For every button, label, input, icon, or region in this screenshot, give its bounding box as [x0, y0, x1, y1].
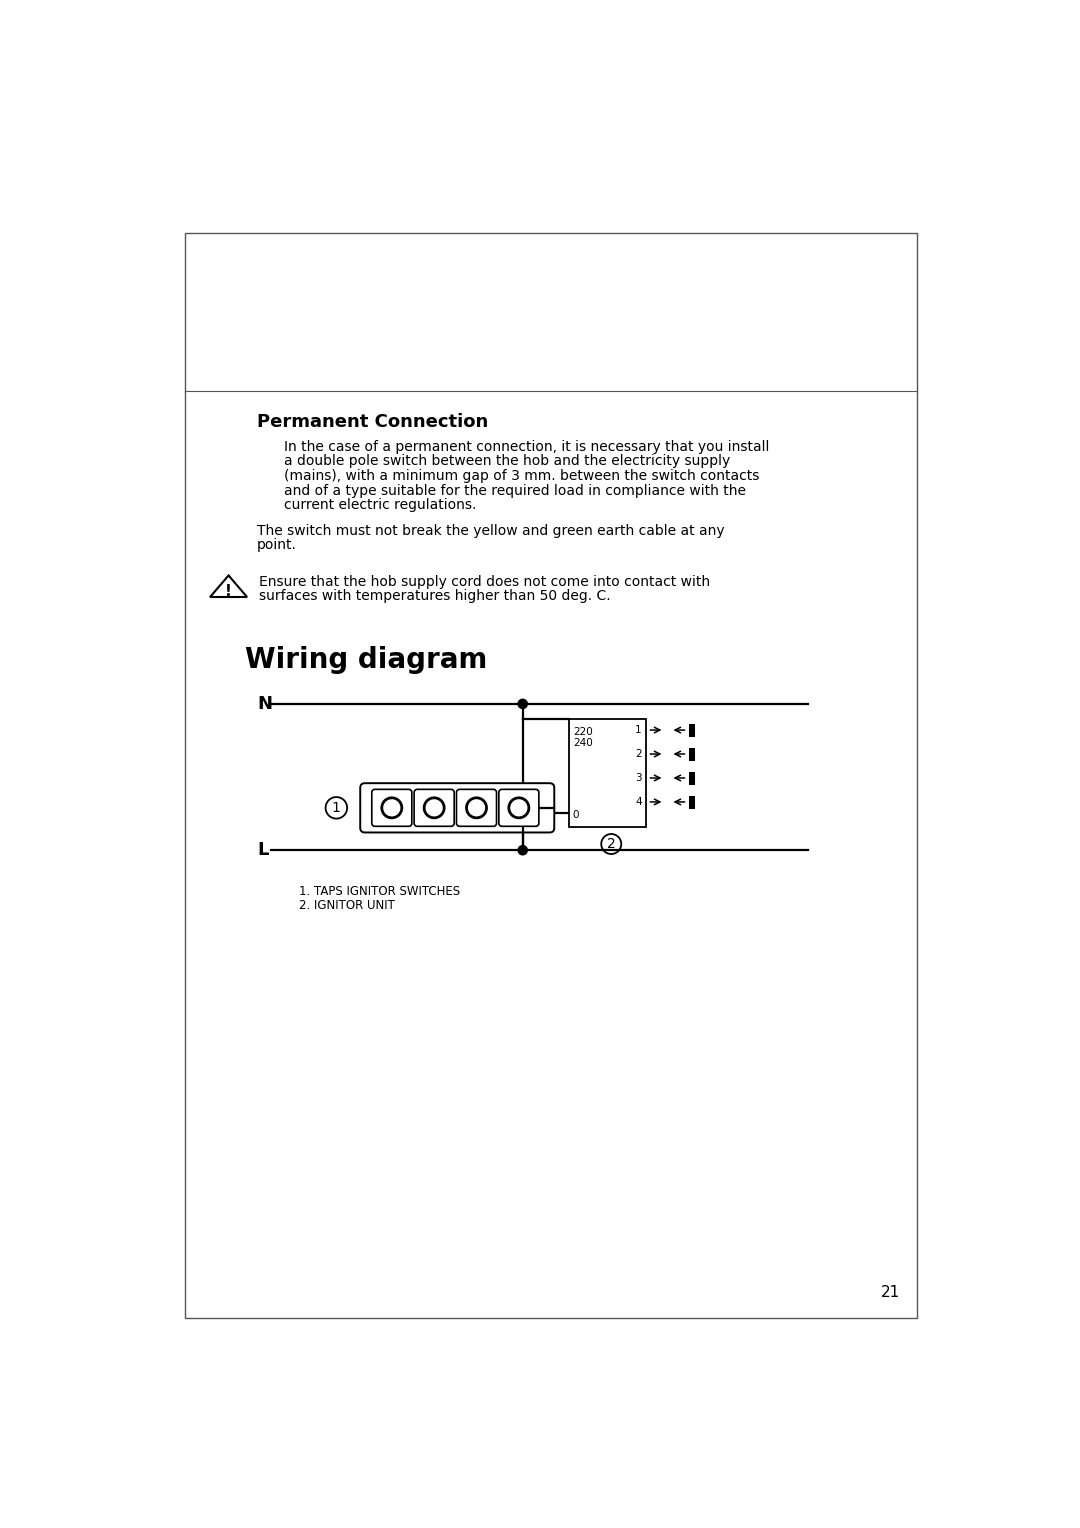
- Text: 2: 2: [635, 749, 642, 759]
- Text: L: L: [257, 842, 269, 859]
- FancyBboxPatch shape: [372, 790, 411, 827]
- Text: surfaces with temperatures higher than 50 deg. C.: surfaces with temperatures higher than 5…: [259, 590, 611, 604]
- Text: 2: 2: [607, 837, 616, 851]
- Text: Wiring diagram: Wiring diagram: [245, 646, 488, 674]
- Text: a double pole switch between the hob and the electricity supply: a double pole switch between the hob and…: [284, 454, 730, 469]
- Text: N: N: [257, 695, 272, 714]
- Text: 240: 240: [572, 738, 593, 747]
- Circle shape: [518, 845, 527, 854]
- Text: 1: 1: [332, 801, 341, 814]
- Text: 2. IGNITOR UNIT: 2. IGNITOR UNIT: [299, 898, 395, 912]
- Circle shape: [518, 700, 527, 709]
- Text: The switch must not break the yellow and green earth cable at any: The switch must not break the yellow and…: [257, 524, 725, 538]
- FancyBboxPatch shape: [457, 790, 497, 827]
- FancyBboxPatch shape: [361, 784, 554, 833]
- Text: 4: 4: [635, 798, 642, 807]
- Text: current electric regulations.: current electric regulations.: [284, 498, 476, 512]
- Text: and of a type suitable for the required load in compliance with the: and of a type suitable for the required …: [284, 484, 746, 498]
- Text: 21: 21: [881, 1285, 900, 1300]
- Text: 1: 1: [635, 726, 642, 735]
- Text: 220: 220: [572, 727, 593, 736]
- Text: Permanent Connection: Permanent Connection: [257, 413, 488, 431]
- Text: (mains), with a minimum gap of 3 mm. between the switch contacts: (mains), with a minimum gap of 3 mm. bet…: [284, 469, 759, 483]
- Text: 0: 0: [572, 810, 579, 821]
- Bar: [569, 720, 646, 827]
- Text: 1. TAPS IGNITOR SWITCHES: 1. TAPS IGNITOR SWITCHES: [299, 885, 460, 898]
- Text: 3: 3: [635, 773, 642, 782]
- Text: In the case of a permanent connection, it is necessary that you install: In the case of a permanent connection, i…: [284, 440, 769, 454]
- FancyBboxPatch shape: [499, 790, 539, 827]
- Text: Ensure that the hob supply cord does not come into contact with: Ensure that the hob supply cord does not…: [259, 575, 711, 588]
- FancyBboxPatch shape: [414, 790, 455, 827]
- Bar: [186, 234, 917, 1317]
- Text: point.: point.: [257, 538, 297, 552]
- Text: !: !: [225, 584, 232, 599]
